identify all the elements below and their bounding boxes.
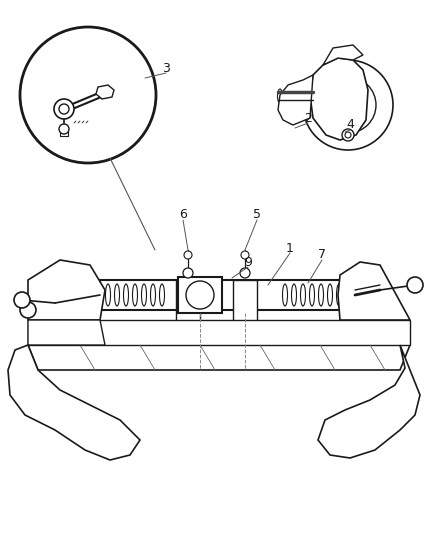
- Polygon shape: [310, 58, 368, 140]
- Polygon shape: [28, 345, 410, 370]
- Ellipse shape: [292, 284, 297, 306]
- Polygon shape: [28, 320, 410, 345]
- Bar: [300, 325, 315, 340]
- Polygon shape: [278, 75, 313, 125]
- Text: 7: 7: [318, 248, 326, 262]
- Ellipse shape: [318, 284, 324, 306]
- Ellipse shape: [285, 89, 290, 103]
- Bar: [140, 325, 155, 340]
- Text: 5: 5: [253, 208, 261, 222]
- Bar: [60, 325, 75, 340]
- Polygon shape: [323, 45, 363, 65]
- Ellipse shape: [292, 89, 297, 103]
- Bar: [176, 280, 200, 322]
- Circle shape: [320, 77, 376, 133]
- Circle shape: [342, 129, 354, 141]
- Bar: [340, 325, 355, 340]
- Text: 9: 9: [244, 255, 252, 269]
- Circle shape: [183, 268, 193, 278]
- Text: 3: 3: [162, 61, 170, 75]
- Circle shape: [338, 95, 358, 115]
- Bar: [220, 325, 235, 340]
- Ellipse shape: [133, 284, 138, 306]
- Bar: [100, 280, 355, 310]
- Ellipse shape: [283, 284, 287, 306]
- Polygon shape: [178, 277, 222, 313]
- Ellipse shape: [305, 89, 311, 103]
- Bar: [180, 325, 195, 340]
- Circle shape: [59, 104, 69, 114]
- Bar: [380, 325, 395, 340]
- Ellipse shape: [124, 284, 128, 306]
- Text: 4: 4: [346, 118, 354, 132]
- Polygon shape: [28, 260, 105, 320]
- Circle shape: [54, 99, 74, 119]
- Circle shape: [241, 251, 249, 259]
- Ellipse shape: [328, 284, 332, 306]
- Circle shape: [14, 292, 30, 308]
- Circle shape: [240, 268, 250, 278]
- Bar: [60, 131, 68, 136]
- Ellipse shape: [299, 89, 304, 103]
- Ellipse shape: [310, 284, 314, 306]
- Ellipse shape: [278, 89, 283, 103]
- Circle shape: [345, 132, 351, 138]
- Circle shape: [20, 27, 156, 163]
- Ellipse shape: [300, 284, 305, 306]
- Polygon shape: [96, 85, 114, 99]
- Circle shape: [407, 277, 423, 293]
- Circle shape: [303, 60, 393, 150]
- Text: 6: 6: [179, 208, 187, 222]
- Ellipse shape: [141, 284, 146, 306]
- Ellipse shape: [336, 284, 342, 306]
- Ellipse shape: [106, 284, 110, 306]
- Circle shape: [186, 281, 214, 309]
- Ellipse shape: [159, 284, 165, 306]
- Circle shape: [20, 302, 36, 318]
- Text: 1: 1: [286, 241, 294, 254]
- Bar: [260, 325, 275, 340]
- Ellipse shape: [346, 284, 350, 306]
- Ellipse shape: [151, 284, 155, 306]
- Bar: [100, 325, 115, 340]
- Polygon shape: [8, 345, 140, 460]
- Polygon shape: [338, 262, 410, 320]
- Circle shape: [59, 124, 69, 134]
- Circle shape: [184, 251, 192, 259]
- Polygon shape: [28, 320, 105, 345]
- Polygon shape: [318, 345, 420, 458]
- Text: 2: 2: [304, 111, 312, 125]
- Ellipse shape: [114, 284, 120, 306]
- Bar: [233, 280, 257, 322]
